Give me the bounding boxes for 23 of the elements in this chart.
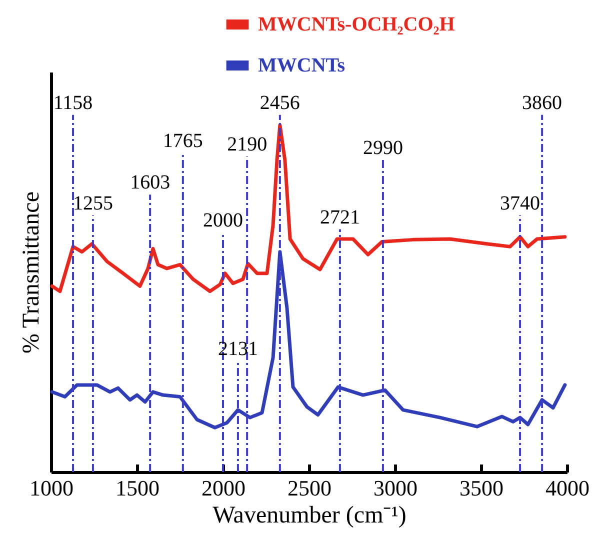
legend-label: MWCNTs bbox=[258, 54, 346, 76]
annotation: 2721 bbox=[320, 206, 360, 228]
annotation: 2456 bbox=[260, 92, 300, 114]
x-tick-label: 1000 bbox=[30, 476, 74, 500]
x-tick-label: 4000 bbox=[546, 476, 590, 500]
annotation: 2131 bbox=[218, 338, 258, 360]
x-tick-label: 2000 bbox=[202, 476, 246, 500]
x-tick-label: 1500 bbox=[116, 476, 160, 500]
annotation: 1765 bbox=[162, 130, 203, 152]
annotation: 2990 bbox=[362, 136, 403, 159]
annotation: 3740 bbox=[500, 192, 540, 214]
annotation: 1603 bbox=[130, 172, 170, 194]
annotation: 1255 bbox=[72, 192, 113, 214]
x-tick-label: 3500 bbox=[460, 476, 504, 500]
annotation: 1158 bbox=[53, 92, 93, 114]
annotation: 2190 bbox=[227, 133, 268, 156]
annotation: 2000 bbox=[203, 210, 243, 232]
legend-label: MWCNTs-OCH₂CO₂H bbox=[258, 14, 456, 36]
x-tick-label: 3000 bbox=[374, 476, 418, 500]
x-tick-label: 2500 bbox=[288, 476, 332, 500]
x-axis-title: Wavenumber (cm⁻¹) bbox=[212, 502, 406, 528]
annotation: 3860 bbox=[522, 92, 562, 114]
y-axis-title: % Transmittance bbox=[18, 192, 44, 354]
